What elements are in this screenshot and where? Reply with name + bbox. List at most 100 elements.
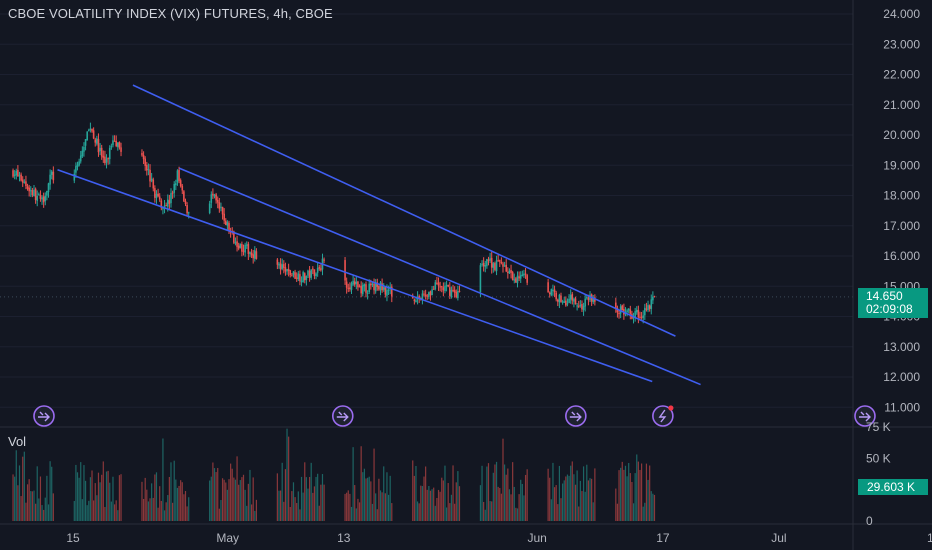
candle-body	[445, 285, 448, 287]
volume-bar	[416, 501, 419, 521]
volume-bar	[254, 510, 256, 521]
trend-lines	[57, 84, 701, 386]
price-tick-label: 18.000	[883, 189, 920, 203]
volume-label: Vol	[8, 434, 27, 449]
volume-bar	[218, 508, 220, 521]
candle-body	[519, 275, 522, 279]
volume-bar	[439, 491, 441, 521]
candle-body	[360, 285, 362, 294]
volume-bar	[299, 509, 301, 521]
candle-body	[178, 169, 180, 181]
volume-bar	[212, 462, 214, 521]
candle-body	[635, 309, 638, 313]
candle-body	[17, 169, 19, 177]
volume-bar	[634, 473, 636, 521]
volume-bar	[347, 490, 349, 521]
volume-bar	[313, 486, 316, 521]
candle-body	[503, 265, 506, 267]
volume-bar	[387, 494, 390, 521]
volume-bar	[653, 494, 656, 521]
volume-bar	[307, 488, 309, 521]
volume-bar	[220, 500, 222, 521]
candle-body	[83, 146, 85, 152]
price-tick-label: 13.000	[883, 340, 920, 354]
volume-bar	[571, 461, 573, 521]
candle-body	[653, 296, 656, 298]
candle-body	[645, 308, 648, 310]
volume-bar	[389, 475, 391, 521]
candle-body	[511, 272, 514, 280]
volume-bar	[321, 474, 324, 521]
volume-bar	[184, 491, 187, 521]
dividend-event-icon[interactable]	[331, 405, 354, 427]
time-tick-label: May	[216, 531, 239, 545]
candle-body	[479, 265, 482, 293]
candle-body	[236, 241, 238, 247]
volume-bar	[560, 498, 562, 521]
volume-axis: 75 K50 K25 K0	[866, 420, 891, 528]
volume-bar	[367, 477, 369, 521]
candle-body	[447, 284, 449, 287]
candle-body	[629, 309, 632, 315]
volume-bar	[363, 468, 365, 521]
volume-bar	[553, 487, 556, 521]
candle-body	[15, 170, 18, 176]
candle-body	[94, 139, 97, 143]
volume-bar	[513, 486, 515, 521]
candle-body	[344, 260, 346, 281]
candle-body	[89, 128, 92, 130]
last-volume-badge: 29.603 K	[858, 479, 928, 495]
candle-body	[78, 161, 80, 166]
candle-body	[320, 268, 322, 271]
volume-bar	[479, 485, 482, 521]
volume-bar	[33, 490, 35, 521]
volume-bar	[368, 476, 370, 521]
candle-body	[370, 283, 372, 286]
candle-body	[428, 292, 430, 297]
dividend-event-icon[interactable]	[33, 405, 55, 427]
volume-bar	[278, 490, 280, 521]
volume-bar	[558, 465, 561, 521]
dividend-event-icon[interactable]	[854, 405, 876, 427]
candle-body	[168, 200, 171, 204]
candle-body	[303, 273, 306, 281]
candle-body	[571, 293, 574, 301]
candle-body	[102, 155, 105, 158]
volume-bar	[250, 504, 253, 521]
volume-bar	[78, 477, 80, 521]
volume-bar	[452, 465, 454, 521]
volume-bar	[354, 485, 356, 521]
candle-body	[508, 270, 511, 274]
split-event-icon[interactable]	[652, 405, 674, 427]
volume-bar	[362, 472, 364, 521]
candle-body	[371, 283, 374, 285]
volume-bar	[557, 504, 559, 521]
candle-body	[170, 193, 172, 204]
candle-body	[574, 298, 577, 305]
volume-bar	[644, 502, 646, 521]
volume-bar	[38, 498, 40, 521]
dividend-event-icon[interactable]	[565, 405, 587, 427]
candle-body	[453, 290, 456, 293]
candle-body	[318, 267, 321, 269]
volume-bar	[640, 463, 643, 521]
candle-body	[494, 263, 496, 270]
candle-body	[104, 156, 106, 164]
volume-bar	[231, 468, 233, 521]
volume-bar	[81, 499, 83, 521]
candle-body	[556, 299, 559, 302]
volume-bar	[296, 503, 298, 521]
volume-bar	[188, 497, 190, 521]
candle-body	[255, 251, 258, 259]
time-tick-label: Jun	[527, 531, 546, 545]
volume-bar	[645, 463, 648, 521]
candle-body	[569, 295, 572, 300]
volume-bar	[649, 465, 651, 521]
candle-body	[113, 140, 116, 142]
volume-bar	[84, 480, 87, 521]
candle-body	[652, 296, 654, 301]
volume-bar	[41, 505, 43, 521]
candle-body	[155, 193, 158, 199]
candle-body	[299, 274, 301, 282]
